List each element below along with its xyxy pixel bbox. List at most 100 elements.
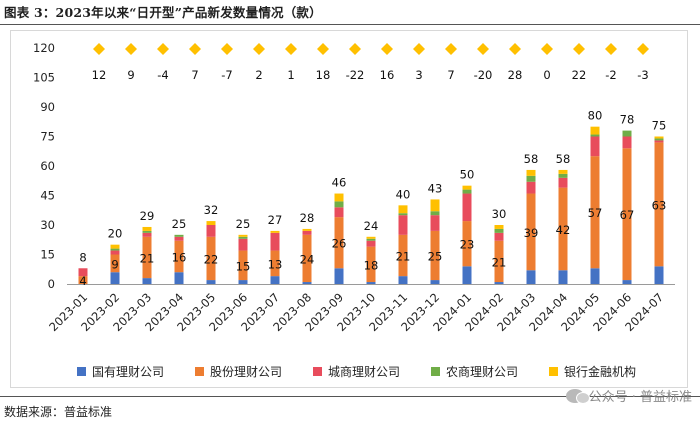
diff-marker (477, 43, 489, 55)
bar-segment (238, 236, 248, 239)
bar-segment (366, 236, 376, 239)
y-tick-label: 45 (40, 189, 55, 203)
diff-label: -2 (605, 68, 616, 82)
bar-segment (398, 234, 408, 277)
stock-value-label: 22 (204, 252, 219, 266)
bar-segment (526, 193, 536, 271)
source-note: 数据来源：普益标准 (4, 405, 113, 419)
stock-value-label: 23 (460, 238, 475, 252)
bar-segment (174, 272, 184, 284)
diff-marker (541, 43, 553, 55)
total-label: 25 (236, 217, 251, 231)
bar-segment (334, 217, 344, 269)
stock-value-label: 39 (524, 226, 539, 240)
bar-segment (590, 136, 600, 157)
stock-value-label: 4 (79, 274, 86, 288)
bar-segment (334, 268, 344, 284)
bar-segment (334, 207, 344, 218)
total-label: 40 (396, 187, 411, 201)
legend-label: 银行金融机构 (564, 364, 636, 379)
bar-segment (142, 226, 152, 231)
diff-marker (637, 43, 649, 55)
total-label: 58 (556, 152, 571, 166)
legend-swatch (549, 367, 558, 376)
bar-segment (590, 268, 600, 284)
total-label: 46 (332, 176, 347, 190)
bar-segment (622, 280, 632, 284)
legend-label: 农商理财公司 (446, 364, 518, 379)
diff-label: -7 (221, 68, 232, 82)
bar-segment (110, 272, 120, 284)
stock-value-label: 21 (396, 249, 411, 263)
bar-segment (462, 221, 472, 267)
bar-segment (110, 254, 120, 273)
diff-marker (509, 43, 521, 55)
diff-label: 9 (127, 68, 134, 82)
bar-segment (238, 238, 248, 251)
wechat-icon (565, 388, 590, 404)
bar-segment (366, 240, 376, 247)
bottom-divider (0, 396, 700, 397)
bar-segment (270, 232, 280, 251)
bar-segment (366, 282, 376, 284)
bar-segment (494, 282, 504, 284)
total-label: 28 (300, 211, 315, 225)
figure-title: 图表 3：2023年以来“日开型”产品新发数量情况（款） (4, 5, 322, 20)
y-tick-label: 30 (40, 218, 55, 232)
legend-swatch (431, 367, 440, 376)
stock-value-label: 25 (428, 249, 443, 263)
bar-segment (302, 228, 312, 231)
bar-segment (590, 134, 600, 137)
bar-segment (302, 234, 312, 283)
bar-segment (526, 270, 536, 284)
watermark-text: 公众号 · 普益标准 (588, 390, 692, 405)
diff-marker (189, 43, 201, 55)
bar-segment (430, 211, 440, 216)
diff-label: -4 (157, 68, 168, 82)
bar-segment (462, 193, 472, 222)
bar-segment (206, 280, 216, 284)
diff-marker (317, 43, 329, 55)
stock-value-label: 9 (111, 257, 118, 271)
bar-segment (398, 215, 408, 235)
bar-segment (654, 266, 664, 284)
diff-marker (93, 43, 105, 55)
bar-segment (142, 278, 152, 284)
diff-label: 7 (447, 68, 454, 82)
bar-segment (78, 268, 88, 277)
stock-value-label: 21 (140, 251, 155, 265)
bar-segment (110, 244, 120, 249)
bar-segment (558, 169, 568, 174)
diff-label: 12 (92, 68, 107, 82)
bar-segment (526, 181, 536, 194)
bar-segment (302, 230, 312, 235)
bar-segment (590, 156, 600, 269)
stock-value-label: 18 (364, 258, 379, 272)
total-label: 27 (268, 213, 283, 227)
total-label: 25 (172, 217, 187, 231)
total-label: 78 (620, 113, 635, 127)
bar-segment (206, 225, 216, 237)
stock-value-label: 42 (556, 223, 571, 237)
bar-segment (622, 148, 632, 281)
total-label: 24 (364, 219, 379, 233)
bar-segment (238, 250, 248, 281)
total-label: 75 (652, 119, 667, 133)
bar-segment (494, 225, 504, 229)
bar-segment (654, 142, 664, 267)
bar-segment (366, 238, 376, 241)
bar-segment (174, 236, 184, 241)
bar-segment (334, 193, 344, 202)
diff-label: -3 (637, 68, 648, 82)
chart-container: 0 15 30 45 60 75 90 105 120 8 4 2023-01 20 9 2023-02 29… (10, 30, 688, 388)
y-tick-label: 15 (40, 248, 55, 262)
diff-label: 7 (191, 68, 198, 82)
bar-segment (238, 234, 248, 237)
watermark: 公众号 · 普益标准 (565, 386, 692, 405)
bar-segment (462, 266, 472, 284)
legend-label: 股份理财公司 (210, 365, 282, 379)
total-label: 29 (140, 209, 155, 223)
diff-label: 3 (415, 68, 422, 82)
bar-segment (142, 232, 152, 237)
bar-segment (302, 282, 312, 284)
